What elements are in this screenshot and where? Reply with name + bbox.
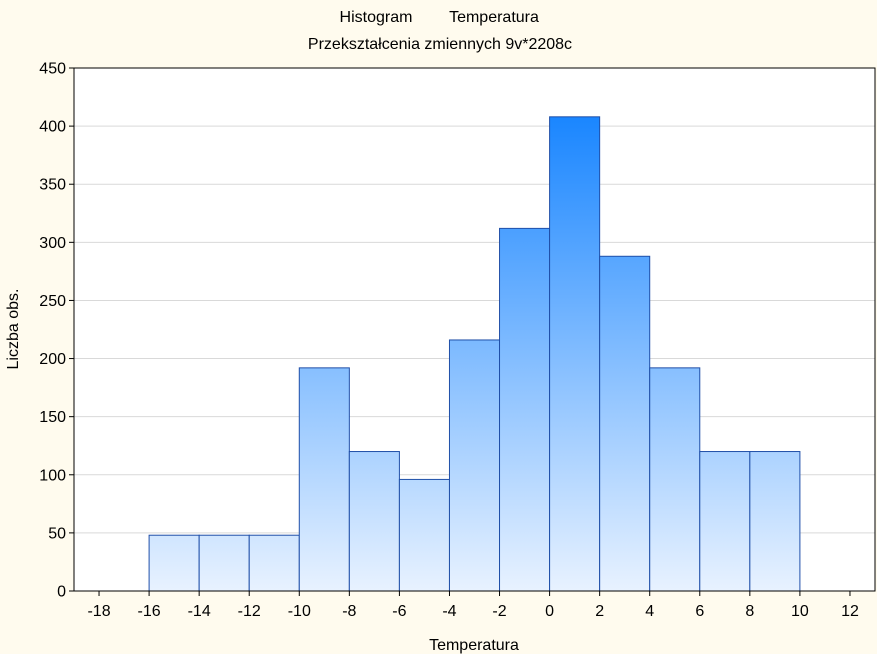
bars [148,116,801,592]
y-tick-label: 450 [39,61,66,78]
y-tick-label: 0 [57,584,66,601]
chart-title-variable: Temperatura [449,9,539,26]
histogram-bar [599,255,651,592]
x-tick-label: 12 [841,603,859,620]
x-tick-label: 4 [645,603,654,620]
plot-frame [73,67,876,592]
histogram-bar [499,227,551,592]
histogram-bar [398,478,450,592]
x-tick-label: -12 [238,603,261,620]
x-tick-label: 10 [791,603,809,620]
y-axis-label: Liczba obs. [5,289,22,370]
x-tick-label: -4 [442,603,456,620]
chart-subtitle: Przekształcenia zmiennych 9v*2208c [308,36,572,53]
histogram-bar [448,339,501,592]
x-tick-label: 0 [545,603,554,620]
x-tick-label: -14 [188,603,211,620]
histogram-bar [749,451,801,592]
histogram-bar [649,367,701,592]
y-tick-label: 100 [39,467,66,484]
y-tick-label: 400 [39,119,66,136]
x-tick-label: -16 [138,603,161,620]
y-tick-label: 150 [39,409,66,426]
x-tick-label: 8 [745,603,754,620]
x-tick-label: 2 [595,603,604,620]
x-tick-label: -6 [392,603,406,620]
histogram-bar [699,451,751,592]
histogram-bar [248,534,300,592]
x-tick-label: -10 [288,603,311,620]
x-tick-label: -18 [87,603,110,620]
x-tick-label: -2 [492,603,506,620]
x-axis-ticks: -18 -16 -14 -12 -10 -8 -6 -4 -2 0 2 4 6 8 10 12 [87,591,859,620]
y-tick-label: 300 [39,235,66,252]
x-tick-label: -8 [342,603,356,620]
histogram-bar [298,367,350,592]
y-tick-label: 50 [48,525,66,542]
x-axis-label: Temperatura [429,637,519,654]
y-axis-ticks: 0 50 100 150 200 250 300 350 400 450 [39,61,74,601]
histogram-bar [549,116,601,592]
histogram-bar [348,451,400,592]
histogram-bar [198,534,250,592]
y-tick-label: 200 [39,351,66,368]
y-tick-label: 350 [39,177,66,194]
chart-title: Histogram [340,9,413,26]
y-tick-label: 250 [39,293,66,310]
x-tick-label: 6 [695,603,704,620]
histogram-bar [148,534,200,592]
